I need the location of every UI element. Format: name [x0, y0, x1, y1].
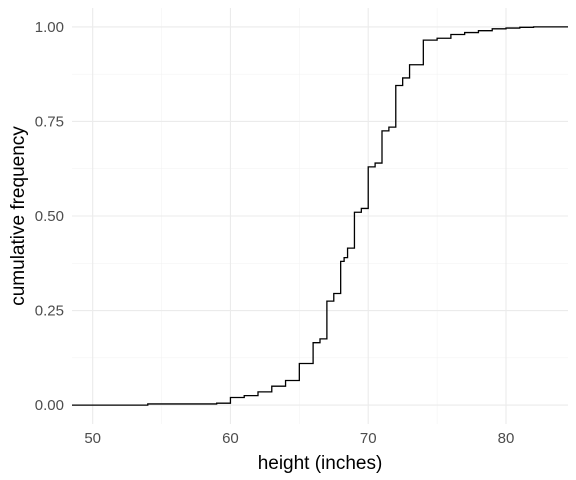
y-tick-label: 1.00 — [35, 19, 64, 36]
y-tick-label: 0.25 — [35, 303, 64, 320]
y-tick-label: 0.75 — [35, 113, 64, 130]
x-tick-label: 70 — [360, 430, 377, 447]
x-tick-label: 80 — [498, 430, 515, 447]
ecdf-step-line — [72, 26, 568, 406]
y-tick-labels: 0.00 0.25 0.50 0.75 1.00 — [35, 19, 64, 414]
major-gridlines — [72, 8, 568, 424]
x-tick-label: 50 — [84, 430, 101, 447]
x-tick-labels: 50 60 70 80 — [84, 430, 514, 447]
series-layer — [72, 26, 568, 406]
x-axis-title: height (inches) — [258, 453, 383, 474]
y-tick-label: 0.50 — [35, 208, 64, 225]
y-axis-title: cumulative frequency — [8, 126, 29, 306]
x-tick-label: 60 — [222, 430, 239, 447]
y-tick-label: 0.00 — [35, 397, 64, 414]
